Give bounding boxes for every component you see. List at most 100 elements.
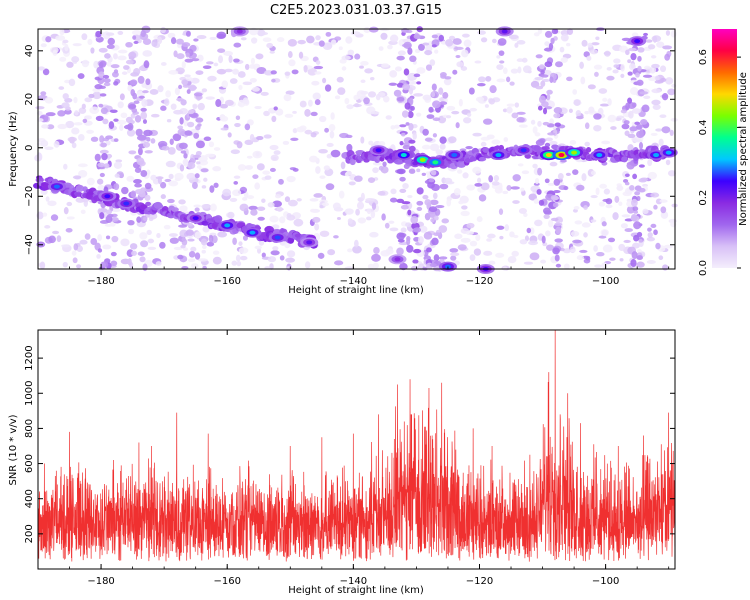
heatmap-speckle: [341, 66, 347, 71]
heatmap-speckle: [249, 133, 255, 142]
heatmap-speckle: [213, 62, 219, 67]
heatmap-speckle: [123, 65, 130, 70]
heatmap-speckle: [48, 235, 56, 244]
heatmap-speckle: [367, 177, 376, 183]
heatmap-speckle: [309, 198, 319, 202]
heatmap-band-blob: [140, 107, 147, 112]
heatmap-band-blob: [554, 122, 561, 127]
heatmap-band-blob: [107, 37, 116, 46]
heatmap-hot-spot-core: [249, 230, 256, 235]
heatmap-band-blob: [542, 121, 550, 126]
x-tick-label: −100: [592, 576, 619, 587]
heatmap-speckle: [360, 79, 366, 84]
heatmap-speckle: [613, 58, 621, 64]
heatmap-speckle: [62, 261, 68, 268]
heatmap-speckle: [319, 230, 330, 237]
heatmap-speckle: [202, 225, 210, 233]
heatmap-speckle: [237, 164, 247, 171]
heatmap-vertical-bands: [94, 25, 650, 272]
heatmap-speckle: [232, 68, 239, 75]
heatmap-hot-spot-core: [375, 148, 382, 153]
heatmap-speckle: [40, 140, 49, 147]
heatmap-speckle: [560, 34, 569, 42]
heatmap-speckle: [620, 109, 627, 114]
heatmap-band-blob: [431, 237, 439, 246]
heatmap-speckle: [173, 246, 183, 251]
heatmap-speckle: [120, 112, 128, 119]
heatmap-band-blob: [100, 261, 109, 268]
heatmap-speckle: [90, 237, 98, 246]
heatmap-speckle: [493, 174, 500, 182]
heatmap-hot-spot-core: [224, 223, 231, 228]
heatmap-speckle: [408, 87, 414, 95]
heatmap-speckle: [275, 108, 284, 116]
colorbar-gradient: [712, 29, 737, 268]
heatmap-band-blob: [98, 103, 104, 108]
heatmap-band-blob: [177, 128, 186, 136]
heatmap-band-blob: [549, 76, 554, 84]
heatmap-speckle: [372, 161, 382, 166]
heatmap-band-blob: [413, 33, 421, 40]
heatmap-speckle: [485, 76, 492, 82]
heatmap-speckle: [602, 244, 613, 253]
heatmap-speckle: [317, 252, 325, 259]
heatmap-band-blob: [550, 37, 555, 45]
heatmap-band-blob: [113, 183, 120, 191]
heatmap-speckle: [382, 161, 387, 167]
heatmap-speckle: [400, 227, 407, 233]
heatmap-speckle: [170, 103, 177, 110]
heatmap-speckle: [371, 111, 380, 115]
heatmap-band-blob: [426, 247, 432, 253]
heatmap-band-blob: [110, 64, 120, 69]
heatmap-speckle: [42, 212, 48, 217]
heatmap-band-blob: [405, 122, 410, 126]
heatmap-speckle: [417, 236, 424, 244]
heatmap-speckle: [354, 175, 363, 182]
heatmap-speckle: [656, 41, 665, 48]
heatmap-band-blob: [547, 132, 556, 136]
heatmap-band-blob: [193, 92, 203, 97]
heatmap-speckle: [378, 46, 384, 51]
heatmap-speckle: [357, 217, 367, 224]
heatmap-speckle: [659, 114, 667, 119]
heatmap-band-blob: [630, 259, 637, 267]
heatmap-speckle: [565, 172, 571, 176]
heatmap-speckle: [324, 127, 329, 133]
heatmap-band-blob: [102, 118, 109, 125]
heatmap-speckle: [238, 84, 243, 91]
heatmap-speckle: [200, 168, 209, 173]
heatmap-band-blob: [402, 83, 411, 91]
heatmap-speckle: [219, 103, 228, 109]
heatmap-speckle: [370, 76, 375, 81]
heatmap-band-blob: [631, 251, 638, 260]
heatmap-speckle: [282, 140, 290, 145]
heatmap-speckle: [272, 246, 279, 251]
heatmap-band-blob: [431, 83, 437, 91]
heatmap-speckle: [250, 37, 258, 44]
heatmap-band-blob: [105, 135, 114, 140]
x-tick-label: −160: [213, 576, 240, 587]
heatmap-band-blob: [428, 106, 434, 113]
heatmap-speckle: [402, 183, 409, 190]
heatmap-speckle: [528, 193, 537, 201]
heatmap-speckle: [168, 233, 178, 238]
heatmap-band-blob: [103, 78, 111, 83]
heatmap-speckle: [261, 252, 266, 258]
heatmap-band-blob: [99, 172, 105, 178]
heatmap-speckle: [496, 225, 505, 230]
heatmap-speckle: [234, 122, 241, 128]
figure-title: C2E5.2023.031.03.37.G15: [270, 3, 442, 18]
heatmap-speckle: [519, 239, 528, 245]
heatmap-band-blob: [413, 248, 422, 254]
heatmap-speckle: [461, 33, 470, 38]
heatmap-speckle: [566, 76, 573, 82]
heatmap-band-blob: [633, 221, 642, 230]
heatmap-speckle: [522, 65, 532, 74]
heatmap-speckle: [512, 174, 521, 182]
heatmap-speckle: [581, 39, 588, 47]
heatmap-speckle: [90, 47, 95, 54]
heatmap-speckle: [311, 80, 320, 86]
heatmap-speckle: [462, 172, 469, 179]
heatmap-band-blob: [412, 259, 419, 264]
